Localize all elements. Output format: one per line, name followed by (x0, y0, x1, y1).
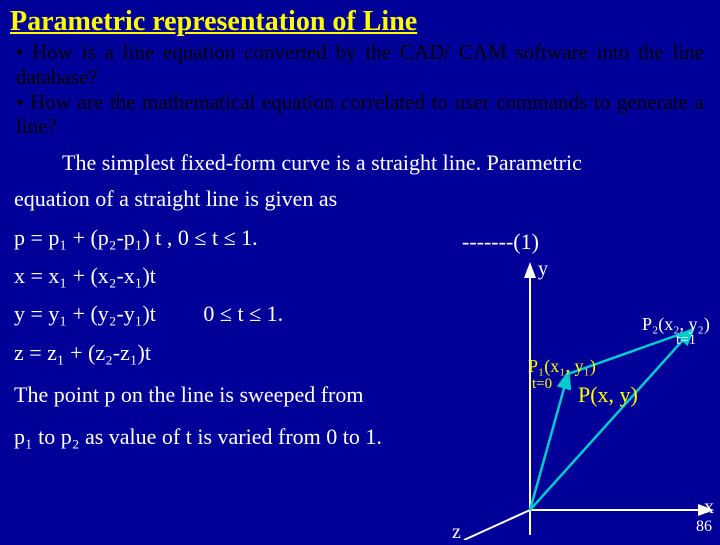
bullet-1: • How is a line equation converted by th… (16, 40, 704, 90)
equation-y: y = y₁ + (y₂-y₁)t (14, 301, 156, 326)
intro-bullets: • How is a line equation converted by th… (0, 40, 720, 145)
p1-label: P₁(x₁, y₁) (528, 356, 596, 377)
equation-condition: 0 ≤ t ≤ 1. (203, 301, 283, 326)
line-1b: equation of a straight line is given as (14, 181, 706, 217)
equation-ref: -------(1) (462, 229, 539, 255)
equation-main: p = p₁ + (p₂-p₁) t , 0 ≤ t ≤ 1. (14, 220, 706, 256)
line-diagram: y x z P₁(x₁, y₁) t=0 P₂(x₂, y₂) t=1 P(x,… (420, 260, 716, 540)
y-axis-label: y (538, 258, 548, 281)
bullet-2: • How are the mathematical equation corr… (16, 90, 704, 140)
p2-sub: t=1 (676, 332, 696, 349)
pxy-label: P(x, y) (578, 382, 638, 408)
slide-number: 86 (696, 518, 712, 536)
slide-title: Parametric representation of Line (0, 0, 720, 40)
x-axis-label: x (704, 496, 714, 519)
p1-sub: t=0 (532, 376, 552, 393)
z-axis (464, 510, 530, 540)
line-1a: The simplest fixed-form curve is a strai… (62, 145, 706, 181)
z-axis-label: z (452, 521, 461, 544)
diagram-svg (420, 260, 716, 540)
